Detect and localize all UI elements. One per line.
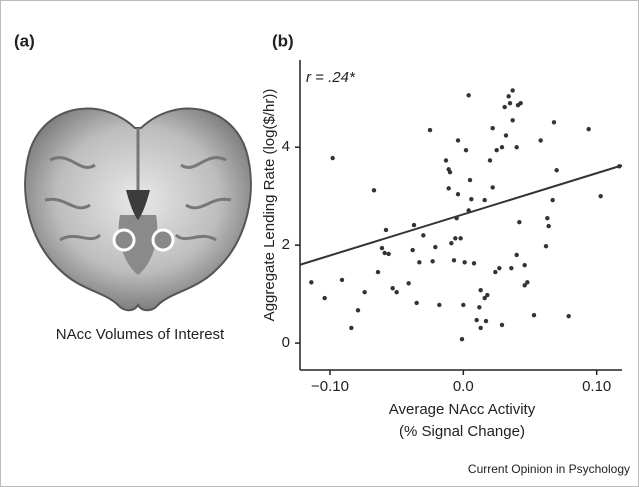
- data-point: [448, 170, 452, 174]
- data-point: [532, 313, 536, 317]
- data-point: [410, 248, 414, 252]
- data-point: [456, 138, 460, 142]
- x-axis-label: Average NAcc Activity: [389, 401, 536, 418]
- data-point: [444, 158, 448, 162]
- data-point: [544, 244, 548, 248]
- data-point: [412, 223, 416, 227]
- y-axis-label: Aggregate Lending Rate (log($/hr)): [261, 89, 278, 322]
- data-point: [309, 280, 313, 284]
- x-axis-label: (% Signal Change): [399, 423, 525, 440]
- data-point: [430, 259, 434, 263]
- credit: Current Opinion in Psychology: [468, 462, 630, 476]
- data-point: [550, 198, 554, 202]
- data-point: [552, 120, 556, 124]
- data-point: [510, 88, 514, 92]
- data-point: [466, 208, 470, 212]
- data-point: [518, 101, 522, 105]
- data-point: [466, 93, 470, 97]
- data-point: [497, 266, 501, 270]
- data-point: [502, 105, 506, 109]
- x-tick-label: −0.10: [311, 378, 349, 395]
- data-point: [484, 319, 488, 323]
- data-point: [546, 224, 550, 228]
- data-point: [437, 303, 441, 307]
- x-tick-label: 0.0: [453, 378, 474, 395]
- data-point: [433, 245, 437, 249]
- data-point: [446, 186, 450, 190]
- data-point: [454, 216, 458, 220]
- data-point: [545, 216, 549, 220]
- data-point: [554, 168, 558, 172]
- annotation: r = .24*: [306, 69, 356, 86]
- x-tick-label: 0.10: [582, 378, 611, 395]
- y-tick-label: 0: [282, 334, 290, 351]
- data-point: [394, 290, 398, 294]
- image-caption: NAcc Volumes of Interest: [56, 326, 225, 343]
- data-point: [488, 158, 492, 162]
- data-point: [384, 228, 388, 232]
- data-point: [362, 290, 366, 294]
- data-point: [500, 323, 504, 327]
- data-point: [522, 263, 526, 267]
- data-point: [482, 198, 486, 202]
- data-point: [514, 253, 518, 257]
- data-point: [474, 318, 478, 322]
- data-point: [485, 293, 489, 297]
- data-point: [414, 301, 418, 305]
- data-point: [504, 133, 508, 137]
- y-tick-label: 4: [282, 138, 290, 155]
- panel-label: (b): [272, 31, 294, 50]
- data-point: [417, 260, 421, 264]
- data-point: [478, 288, 482, 292]
- data-point: [382, 251, 386, 255]
- data-point: [472, 261, 476, 265]
- data-point: [458, 236, 462, 240]
- data-point: [490, 126, 494, 130]
- data-point: [386, 252, 390, 256]
- data-point: [322, 296, 326, 300]
- data-point: [461, 303, 465, 307]
- data-point: [340, 278, 344, 282]
- data-point: [522, 283, 526, 287]
- data-point: [421, 233, 425, 237]
- data-point: [469, 197, 473, 201]
- data-point: [376, 270, 380, 274]
- data-point: [464, 148, 468, 152]
- data-point: [380, 246, 384, 250]
- data-point: [598, 194, 602, 198]
- data-point: [462, 260, 466, 264]
- data-point: [500, 145, 504, 149]
- data-point: [428, 128, 432, 132]
- data-point: [478, 326, 482, 330]
- data-point: [509, 266, 513, 270]
- data-point: [356, 308, 360, 312]
- data-point: [449, 241, 453, 245]
- data-point: [506, 94, 510, 98]
- figure: (a) NAcc Volumes of Interest (b) r = .24…: [0, 0, 639, 487]
- y-tick-label: 2: [282, 236, 290, 253]
- data-point: [460, 337, 464, 341]
- data-point: [452, 258, 456, 262]
- data-point: [349, 326, 353, 330]
- data-point: [493, 270, 497, 274]
- data-point: [453, 236, 457, 240]
- data-point: [406, 281, 410, 285]
- data-point: [586, 127, 590, 131]
- panel-label: (a): [14, 31, 35, 50]
- data-point: [510, 118, 514, 122]
- data-point: [517, 220, 521, 224]
- data-point: [508, 101, 512, 105]
- data-point: [490, 185, 494, 189]
- data-point: [538, 138, 542, 142]
- data-point: [477, 305, 481, 309]
- data-point: [390, 286, 394, 290]
- data-point: [372, 188, 376, 192]
- data-point: [456, 192, 460, 196]
- data-point: [468, 178, 472, 182]
- data-point: [617, 164, 621, 168]
- data-point: [330, 156, 334, 160]
- data-point: [566, 314, 570, 318]
- data-point: [514, 145, 518, 149]
- data-point: [494, 148, 498, 152]
